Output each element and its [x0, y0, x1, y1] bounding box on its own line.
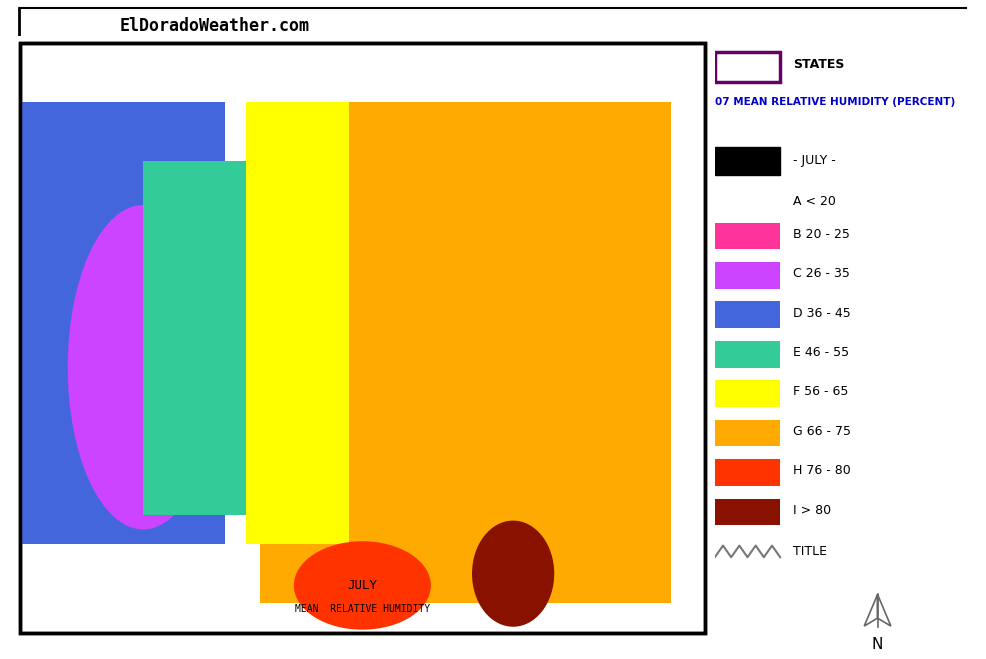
Polygon shape	[864, 594, 878, 626]
Bar	[715, 52, 780, 82]
Ellipse shape	[472, 521, 554, 627]
Text: H 76 - 80: H 76 - 80	[793, 465, 851, 477]
Text: N: N	[872, 637, 883, 652]
Bar	[259, 101, 670, 603]
Bar	[715, 223, 780, 249]
Text: F 56 - 65: F 56 - 65	[793, 386, 849, 399]
Bar	[715, 341, 780, 368]
Bar	[143, 161, 266, 515]
Bar	[715, 459, 780, 486]
Text: 07 MEAN RELATIVE HUMIDITY (PERCENT): 07 MEAN RELATIVE HUMIDITY (PERCENT)	[715, 97, 955, 107]
Polygon shape	[878, 594, 891, 626]
Text: D 36 - 45: D 36 - 45	[793, 306, 851, 320]
Text: E 46 - 55: E 46 - 55	[793, 346, 849, 359]
Text: ElDoradoWeather.com: ElDoradoWeather.com	[120, 17, 310, 35]
Ellipse shape	[294, 541, 431, 630]
Bar	[715, 420, 780, 446]
Bar	[246, 101, 349, 544]
Text: G 66 - 75: G 66 - 75	[793, 425, 851, 438]
Text: JULY: JULY	[347, 579, 378, 592]
Text: MEAN  RELATIVE HUMIDITY: MEAN RELATIVE HUMIDITY	[295, 604, 430, 614]
Text: B 20 - 25: B 20 - 25	[793, 227, 850, 241]
Bar	[20, 101, 225, 544]
Bar	[715, 380, 780, 407]
Text: TITLE: TITLE	[793, 545, 827, 558]
Bar	[715, 262, 780, 289]
Bar	[715, 499, 780, 525]
Text: - JULY -: - JULY -	[793, 154, 836, 167]
Text: I > 80: I > 80	[793, 503, 831, 517]
Text: A < 20: A < 20	[793, 194, 836, 208]
Bar	[715, 301, 780, 328]
Bar	[715, 147, 780, 175]
Ellipse shape	[68, 205, 219, 529]
Text: C 26 - 35: C 26 - 35	[793, 267, 850, 280]
Text: STATES: STATES	[793, 59, 845, 71]
